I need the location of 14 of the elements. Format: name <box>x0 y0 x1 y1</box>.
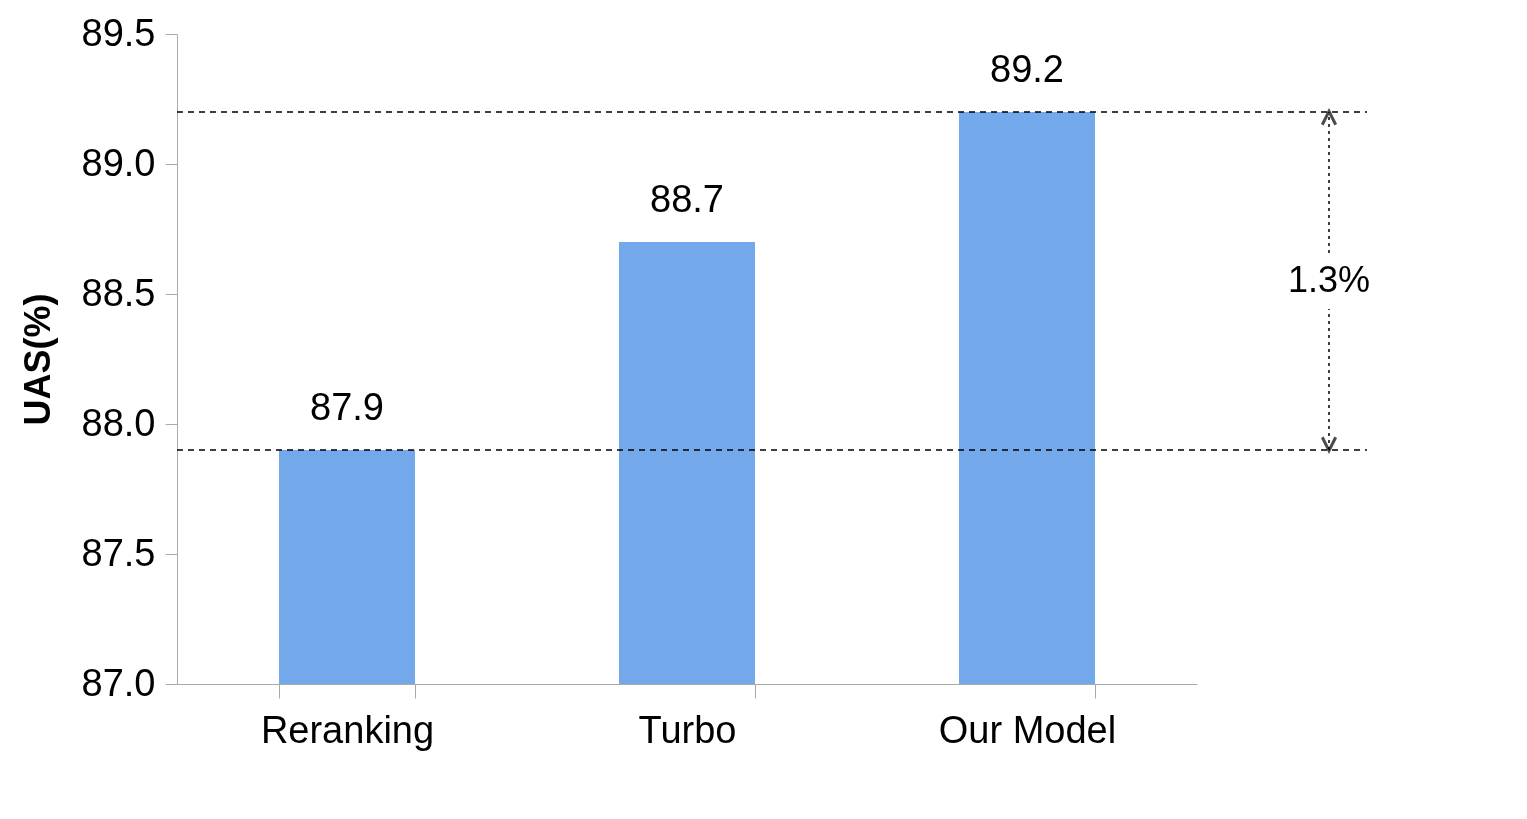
annotation: 1.3% <box>1287 259 1371 300</box>
y-tick-label: 89.5 <box>81 11 156 54</box>
y-tick-label: 88.0 <box>81 401 156 444</box>
x-tick-label: Reranking <box>260 708 435 751</box>
y-tick-label: 89.0 <box>81 141 156 184</box>
x-tick-label: Our Model <box>938 708 1117 751</box>
data-label: 87.9 <box>310 386 384 428</box>
x-tick-label: Turbo <box>638 708 737 751</box>
y-tick-label: 88.5 <box>81 271 156 314</box>
data-label: 89.2 <box>990 48 1064 90</box>
y-tick-label: 87.0 <box>81 661 156 704</box>
y-axis-title: UAS(%) <box>16 293 58 426</box>
data-label: 88.7 <box>650 178 724 220</box>
y-tick-label: 87.5 <box>81 531 156 574</box>
